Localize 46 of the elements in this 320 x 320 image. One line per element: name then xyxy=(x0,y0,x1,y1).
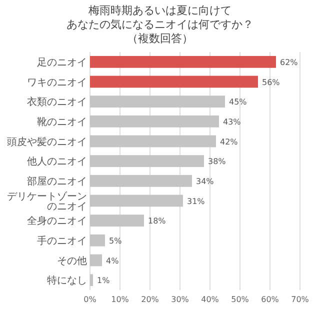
data-label: 56% xyxy=(262,78,280,87)
data-label: 42% xyxy=(220,137,238,146)
data-label: 5% xyxy=(109,236,122,246)
bar xyxy=(90,274,93,286)
x-tick-label: 40% xyxy=(201,295,220,304)
y-tick-label: 他人のニオイ xyxy=(27,156,87,168)
y-tick-label: デリケートゾーンのニオイ xyxy=(7,190,87,212)
bar xyxy=(90,254,102,266)
y-tick-label: 足のニオイ xyxy=(37,57,87,68)
x-tick-label: 70% xyxy=(291,295,310,304)
chart-subtitle: （複数回答） xyxy=(127,32,193,45)
data-label: 31% xyxy=(187,196,206,206)
y-tick-label: 手のニオイ xyxy=(37,234,87,247)
y-tick-label: 特になし xyxy=(47,274,87,287)
y-tick-label: 部屋のニオイ xyxy=(27,175,87,188)
bar xyxy=(90,155,204,168)
bar xyxy=(90,115,219,128)
chart-title: 梅雨時期あるいは夏に向けてあなたの気になるニオイは何ですか？ xyxy=(66,4,254,31)
data-label: 18% xyxy=(148,216,166,226)
bar xyxy=(90,194,183,207)
data-label: 62% xyxy=(280,58,298,67)
y-tick-label: 頭皮や髪のニオイ xyxy=(7,136,87,148)
y-tick-label: 衣類のニオイ xyxy=(27,96,87,108)
x-tick-label: 50% xyxy=(231,295,250,304)
y-tick-label: その他 xyxy=(57,254,87,267)
bar xyxy=(90,174,192,187)
bar xyxy=(90,214,144,227)
y-tick-label: 靴のニオイ xyxy=(37,116,87,128)
x-tick-label: 0% xyxy=(84,295,97,304)
bar xyxy=(90,234,105,246)
bar xyxy=(90,96,225,108)
bar xyxy=(90,56,276,68)
data-label: 4% xyxy=(106,256,120,266)
y-tick-label: ワキのニオイ xyxy=(27,77,87,88)
data-label: 1% xyxy=(97,276,110,286)
data-label: 38% xyxy=(208,157,226,166)
y-tick-label: 全身のニオイ xyxy=(27,215,87,228)
bar xyxy=(90,76,258,88)
x-tick-label: 60% xyxy=(261,295,280,304)
x-tick-label: 20% xyxy=(141,295,160,304)
data-label: 45% xyxy=(229,98,248,107)
bar xyxy=(90,135,216,148)
data-label: 34% xyxy=(196,176,214,186)
x-tick-label: 10% xyxy=(111,295,130,304)
data-label: 43% xyxy=(223,117,242,126)
x-tick-label: 30% xyxy=(171,295,190,304)
